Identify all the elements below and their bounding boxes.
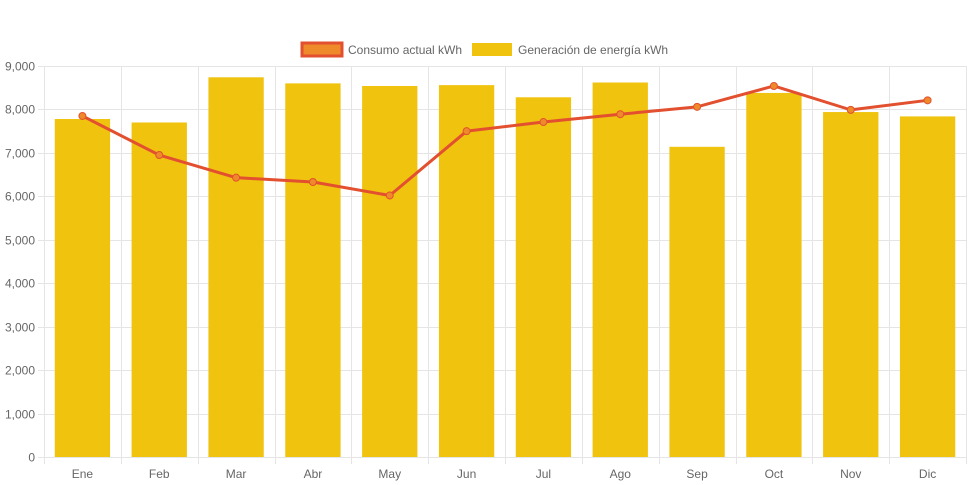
bar-generacion[interactable]: [362, 85, 418, 458]
y-tick-label: 2,000: [5, 364, 35, 378]
y-tick-label: 7,000: [5, 147, 35, 161]
point-consumo[interactable]: [232, 173, 241, 182]
bar-generacion[interactable]: [746, 92, 802, 458]
bar-generacion[interactable]: [669, 146, 725, 457]
legend-swatch-generacion: [472, 43, 512, 56]
x-tick-label: Sep: [686, 467, 708, 481]
legend-item-generacion[interactable]: Generación de energía kWh: [472, 43, 668, 57]
y-tick-label: 4,000: [5, 277, 35, 291]
bar-generacion[interactable]: [54, 119, 111, 457]
legend-label-consumo: Consumo actual kWh: [348, 43, 462, 57]
x-tick-label: Mar: [226, 467, 247, 481]
x-tick-label: Jun: [457, 467, 476, 481]
line-consumo: [81, 84, 928, 197]
x-tick-label: Jul: [536, 467, 551, 481]
y-tick-label: 0: [28, 451, 35, 465]
bar-generacion[interactable]: [131, 122, 187, 457]
bar-generacion[interactable]: [285, 83, 341, 457]
y-tick-label: 5,000: [5, 234, 35, 248]
x-tick-label: Nov: [840, 467, 861, 481]
y-tick-label: 6,000: [5, 190, 35, 204]
y-tick-label: 3,000: [5, 321, 35, 335]
point-consumo[interactable]: [385, 191, 394, 200]
legend-swatch-consumo: [300, 41, 344, 58]
axes: 0 1,000 2,000 3,000 4,000 5,000 6,000 7,000 8,00…: [5, 60, 936, 482]
bar-generacion[interactable]: [823, 112, 879, 457]
legend-item-consumo[interactable]: Consumo actual kWh: [300, 41, 462, 58]
point-consumo[interactable]: [539, 118, 548, 127]
y-tick-label: 9,000: [5, 60, 35, 74]
point-consumo[interactable]: [462, 127, 471, 136]
x-tick-label: Oct: [765, 467, 784, 481]
point-consumo[interactable]: [78, 111, 87, 120]
bar-generacion[interactable]: [899, 116, 956, 457]
legend: Consumo actual kWh Generación de energía…: [300, 41, 668, 58]
bars: [54, 77, 956, 458]
point-consumo[interactable]: [616, 110, 625, 119]
x-tick-label: Ago: [610, 467, 632, 481]
bar-generacion[interactable]: [592, 82, 648, 458]
x-tick-label: Feb: [149, 467, 170, 481]
consumption-line: [78, 81, 932, 200]
bar-generacion[interactable]: [515, 97, 572, 457]
x-tick-label: Abr: [304, 467, 323, 481]
point-consumo[interactable]: [923, 96, 932, 105]
bar-generacion[interactable]: [438, 85, 495, 458]
point-consumo[interactable]: [846, 105, 855, 114]
grid: [38, 66, 967, 464]
point-consumo[interactable]: [769, 81, 778, 90]
point-consumo[interactable]: [693, 102, 702, 111]
point-consumo[interactable]: [155, 151, 164, 160]
legend-label-generacion: Generación de energía kWh: [518, 43, 668, 57]
x-tick-label: Ene: [72, 467, 94, 481]
point-consumo[interactable]: [308, 177, 317, 186]
y-tick-label: 8,000: [5, 103, 35, 117]
y-tick-label: 1,000: [5, 408, 35, 422]
bar-generacion[interactable]: [208, 77, 264, 457]
x-tick-label: May: [378, 467, 401, 481]
x-tick-label: Dic: [919, 467, 936, 481]
